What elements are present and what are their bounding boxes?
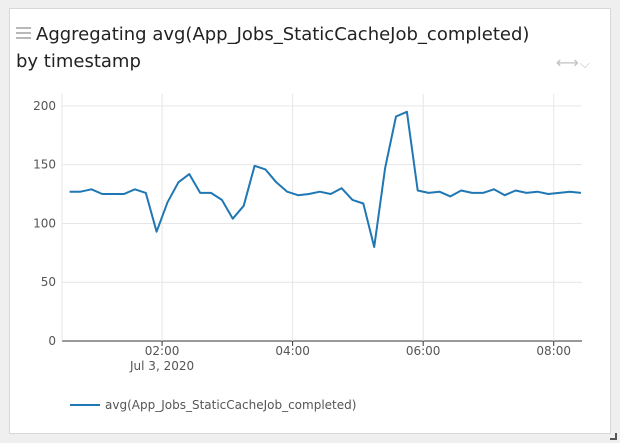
chevron-down-icon[interactable]: ⌵ xyxy=(580,57,590,72)
chart-panel xyxy=(9,8,611,434)
y-tick-label: 50 xyxy=(41,275,56,289)
x-tick-label: 04:00 xyxy=(275,344,310,358)
panel-title: Aggregating avg(App_Jobs_StaticCacheJob_… xyxy=(16,24,530,72)
series-line xyxy=(69,110,582,248)
resize-corner-icon[interactable] xyxy=(610,433,617,440)
x-tick-label: 06:00 xyxy=(406,344,441,358)
x-tick-label: 02:00 xyxy=(145,344,180,358)
hamburger-menu-icon[interactable] xyxy=(16,27,31,40)
legend-label: avg(App_Jobs_StaticCacheJob_completed) xyxy=(105,398,356,412)
y-tick-label: 0 xyxy=(48,334,56,348)
x-tick-label: 08:00 xyxy=(536,344,571,358)
horizontal-arrows-icon[interactable]: ⟷ xyxy=(556,53,579,72)
x-tick-sublabel: Jul 3, 2020 xyxy=(129,359,194,373)
y-tick-label: 150 xyxy=(33,158,56,172)
y-tick-label: 100 xyxy=(33,216,56,230)
y-tick-label: 200 xyxy=(33,99,56,113)
